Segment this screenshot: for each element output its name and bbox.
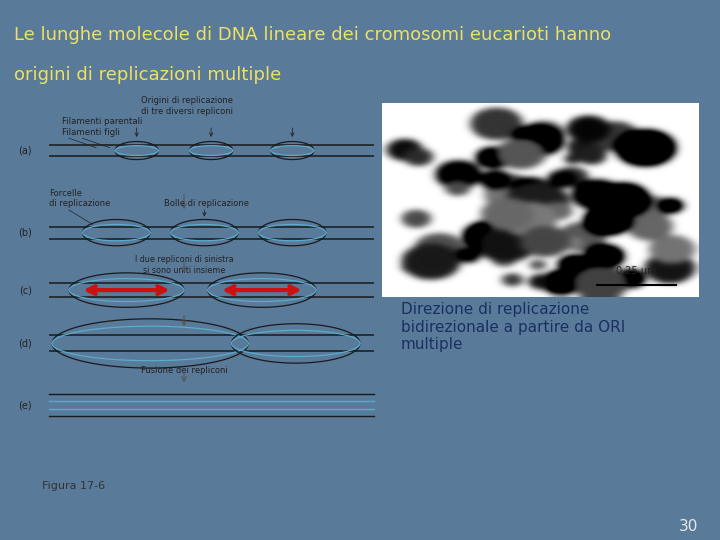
Text: Filamenti parentali: Filamenti parentali xyxy=(62,117,143,126)
Text: Fusione dei repliconi: Fusione dei repliconi xyxy=(140,366,228,375)
Text: (d): (d) xyxy=(18,339,32,348)
Text: 30: 30 xyxy=(679,519,698,534)
Text: Direzione di replicazione
bidirezionale a partire da ORI
multiple: Direzione di replicazione bidirezionale … xyxy=(400,302,625,352)
Text: (a): (a) xyxy=(18,146,32,156)
Text: (b): (b) xyxy=(18,228,32,238)
Text: Filamenti figli: Filamenti figli xyxy=(62,128,120,137)
Text: Forcelle
di replicazione: Forcelle di replicazione xyxy=(49,188,110,208)
Text: I due repliconi di sinistra
si sono uniti insieme: I due repliconi di sinistra si sono unit… xyxy=(135,255,233,275)
Text: Figura 17-6: Figura 17-6 xyxy=(42,481,105,491)
Text: 0.25 μm: 0.25 μm xyxy=(616,266,657,276)
Text: Origini di replicazione
di tre diversi repliconi: Origini di replicazione di tre diversi r… xyxy=(141,96,233,116)
Text: Le lunghe molecole di DNA lineare dei cromosomi eucarioti hanno: Le lunghe molecole di DNA lineare dei cr… xyxy=(14,26,611,44)
Text: (c): (c) xyxy=(19,285,32,295)
Text: origini di replicazioni multiple: origini di replicazioni multiple xyxy=(14,66,282,84)
Text: (e): (e) xyxy=(18,400,32,410)
Text: Bolle di replicazione: Bolle di replicazione xyxy=(163,199,248,208)
